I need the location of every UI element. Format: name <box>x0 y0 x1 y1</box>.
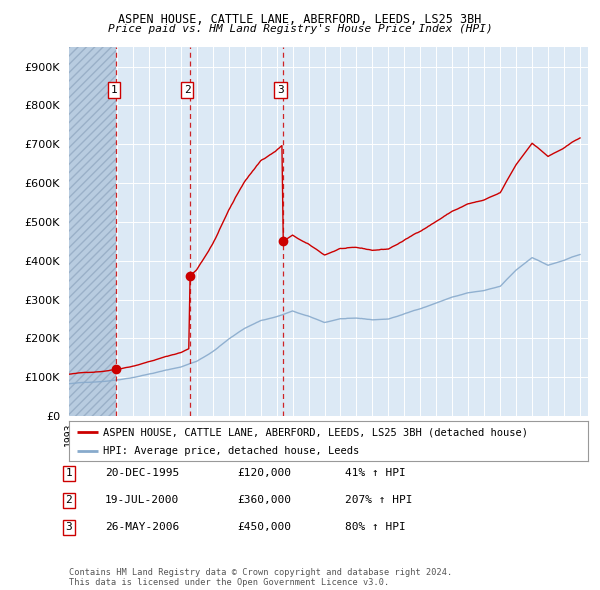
Text: Price paid vs. HM Land Registry's House Price Index (HPI): Price paid vs. HM Land Registry's House … <box>107 24 493 34</box>
Text: ASPEN HOUSE, CATTLE LANE, ABERFORD, LEEDS, LS25 3BH (detached house): ASPEN HOUSE, CATTLE LANE, ABERFORD, LEED… <box>103 428 528 438</box>
Text: 1: 1 <box>110 85 118 95</box>
Text: ASPEN HOUSE, CATTLE LANE, ABERFORD, LEEDS, LS25 3BH: ASPEN HOUSE, CATTLE LANE, ABERFORD, LEED… <box>118 13 482 26</box>
Text: 3: 3 <box>277 85 284 95</box>
Bar <box>69 47 116 416</box>
Text: 1: 1 <box>65 468 73 478</box>
Text: 2: 2 <box>65 496 73 505</box>
Text: Contains HM Land Registry data © Crown copyright and database right 2024.
This d: Contains HM Land Registry data © Crown c… <box>69 568 452 587</box>
Text: HPI: Average price, detached house, Leeds: HPI: Average price, detached house, Leed… <box>103 447 359 456</box>
Text: 3: 3 <box>65 523 73 532</box>
Text: 26-MAY-2006: 26-MAY-2006 <box>105 523 179 532</box>
Text: 20-DEC-1995: 20-DEC-1995 <box>105 468 179 478</box>
Text: 207% ↑ HPI: 207% ↑ HPI <box>345 496 413 505</box>
Text: 19-JUL-2000: 19-JUL-2000 <box>105 496 179 505</box>
Text: 2: 2 <box>184 85 191 95</box>
Text: £450,000: £450,000 <box>237 523 291 532</box>
Text: £120,000: £120,000 <box>237 468 291 478</box>
Text: 41% ↑ HPI: 41% ↑ HPI <box>345 468 406 478</box>
Text: £360,000: £360,000 <box>237 496 291 505</box>
Text: 80% ↑ HPI: 80% ↑ HPI <box>345 523 406 532</box>
